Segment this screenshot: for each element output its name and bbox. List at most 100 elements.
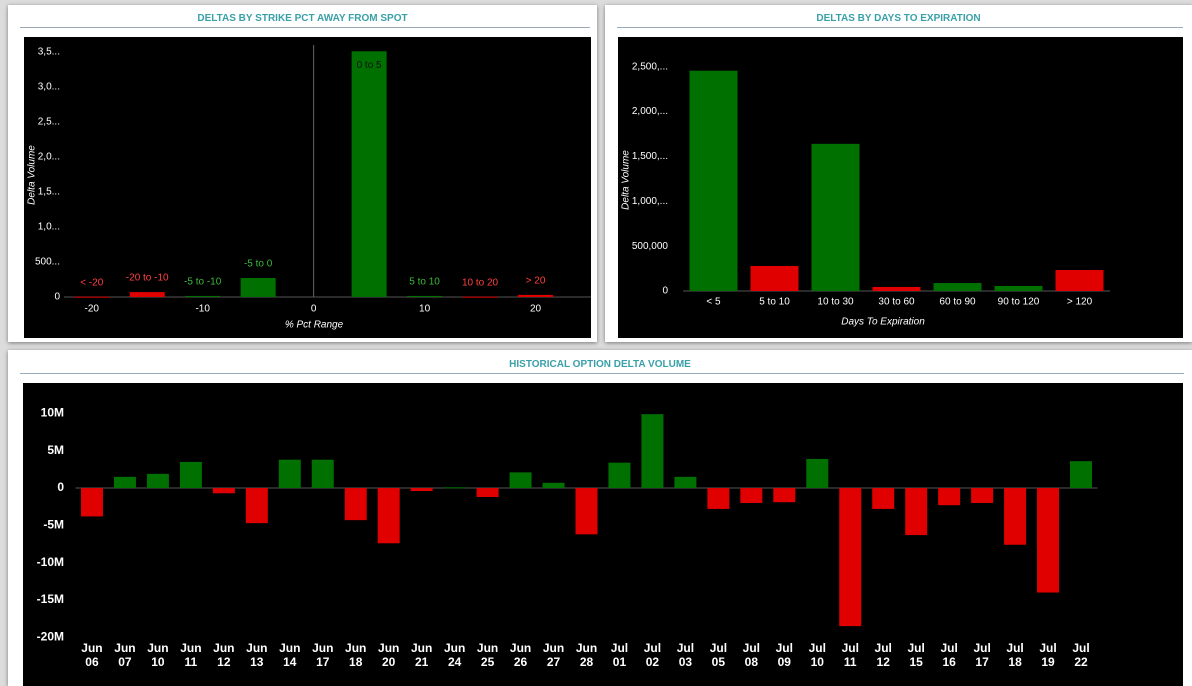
y-tick-label: 2,5... [38,117,60,128]
bar [542,482,565,489]
x-tick-label: Jul 16 [940,641,958,669]
x-tick-label: Jun 25 [476,641,499,669]
y-tick-label: -20M [37,629,64,643]
y-tick-label: -5M [43,518,64,532]
x-tick-label: Jul 01 [610,641,629,669]
data-label: < -20 [80,277,104,288]
bar [872,488,895,509]
x-tick-label: < 5 [706,297,721,308]
bar [933,283,982,291]
bar [872,286,921,291]
x-tick-label: 10 [419,304,431,315]
x-tick-label: Jul 18 [1006,641,1024,669]
data-label: 10 to 20 [462,277,499,288]
bar [839,488,862,627]
bar [311,459,334,489]
y-tick-label: 0 [54,292,60,303]
bar [74,296,110,298]
bar [938,488,961,506]
bar [129,292,165,297]
x-tick-label: 0 [311,304,317,315]
x-tick-label: Jul 11 [841,641,859,669]
bar [740,488,763,503]
x-tick-label: > 120 [1067,297,1093,308]
x-tick-label: 90 to 120 [998,297,1040,308]
x-tick-label: Jul 03 [676,641,695,669]
x-tick-label: 20 [530,304,542,315]
bar [674,476,697,489]
bar [1070,461,1093,489]
bar [185,295,221,297]
x-tick-label: Jun 06 [81,641,103,669]
title-rule [617,27,1183,28]
chart: -20M -15M -10M -5M 0 5M 10M [37,406,1098,643]
bar [689,70,738,291]
y-tick-label: -15M [37,592,64,606]
y-tick-label: 500... [35,257,60,268]
chart-area: -20M -15M -10M -5M 0 5M 10M Jun 06 Jun 07 Jun 10… [23,383,1183,686]
x-tick-label: Jun 11 [180,641,202,669]
x-tick-label: Jul 02 [643,641,662,669]
x-tick-label: Jul 22 [1072,641,1090,669]
bar [245,488,268,524]
bar [806,458,829,489]
y-tick-label: 2,0... [38,152,60,163]
x-tick-label: Jul 08 [742,641,760,669]
x-tick-label: Jun 17 [312,641,334,669]
chart: 0 500,000 1,000,... 1,500,... 2,000,... 2,500… [621,61,1110,328]
bar [1004,488,1027,545]
y-tick-label: 0 [57,480,64,494]
bar [641,414,664,489]
y-tick-label: 0 [662,286,668,297]
y-tick-label: 3,5... [38,47,60,58]
x-tick-label: Jul 17 [973,641,991,669]
y-tick-label: 2,500,... [632,61,668,72]
x-tick-label: Jun 20 [378,641,400,669]
panel: HISTORICAL OPTION DELTA VOLUME -20M -15M -… [8,350,1192,686]
bar [575,488,598,535]
data-label: 0 to 5 [357,60,382,71]
bar [971,488,994,503]
x-tick-label: Jul 05 [709,641,728,669]
x-tick-label: Jun 28 [575,641,598,669]
x-tick-label: 5 to 10 [759,297,790,308]
bar [994,285,1043,291]
x-tick-label: Jun 13 [246,641,268,669]
chart-area: 0 500,000 1,000,... 1,500,... 2,000,... 2,500… [618,37,1183,338]
bar [443,487,466,489]
bar [750,265,799,291]
panel-title: HISTORICAL OPTION DELTA VOLUME [509,359,691,370]
x-tick-label: 10 to 30 [817,297,854,308]
x-tick-label: Jun 24 [443,641,466,669]
x-axis-title: Days To Expiration [841,317,925,328]
bar [344,488,367,521]
y-tick-label: 2,000,... [632,106,668,117]
x-tick-label: Jun 07 [114,641,136,669]
bar [509,472,532,489]
x-tick-label: Jun 27 [542,641,565,669]
bar [179,461,202,489]
chart: 0 500... 1,0... 1,5... 2,0... 2,5... 3,0... 3,5… [27,45,591,331]
data-label: -20 to -10 [126,273,169,284]
x-tick-label: Jun 10 [147,641,169,669]
y-axis-title: Delta Volume [621,150,632,210]
bar [905,488,928,536]
data-label: -5 to -10 [184,277,222,288]
bar [113,476,136,489]
bar [80,488,103,517]
panel-title: DELTAS BY DAYS TO EXPIRATION [816,13,981,24]
bar [1055,270,1104,291]
data-label: > 20 [526,276,546,287]
y-tick-label: 1,000,... [632,196,668,207]
title-rule [20,373,1184,374]
y-tick-label: 10M [41,406,64,420]
panel-title: DELTAS BY STRIKE PCT AWAY FROM SPOT [197,13,408,24]
bar [608,462,631,489]
x-tick-label: 60 to 90 [939,297,976,308]
x-tick-label: 30 to 60 [878,297,915,308]
x-tick-label: Jun 14 [279,641,301,669]
bar [476,488,499,498]
title-rule [20,27,590,28]
y-tick-label: 500,000 [632,241,669,252]
